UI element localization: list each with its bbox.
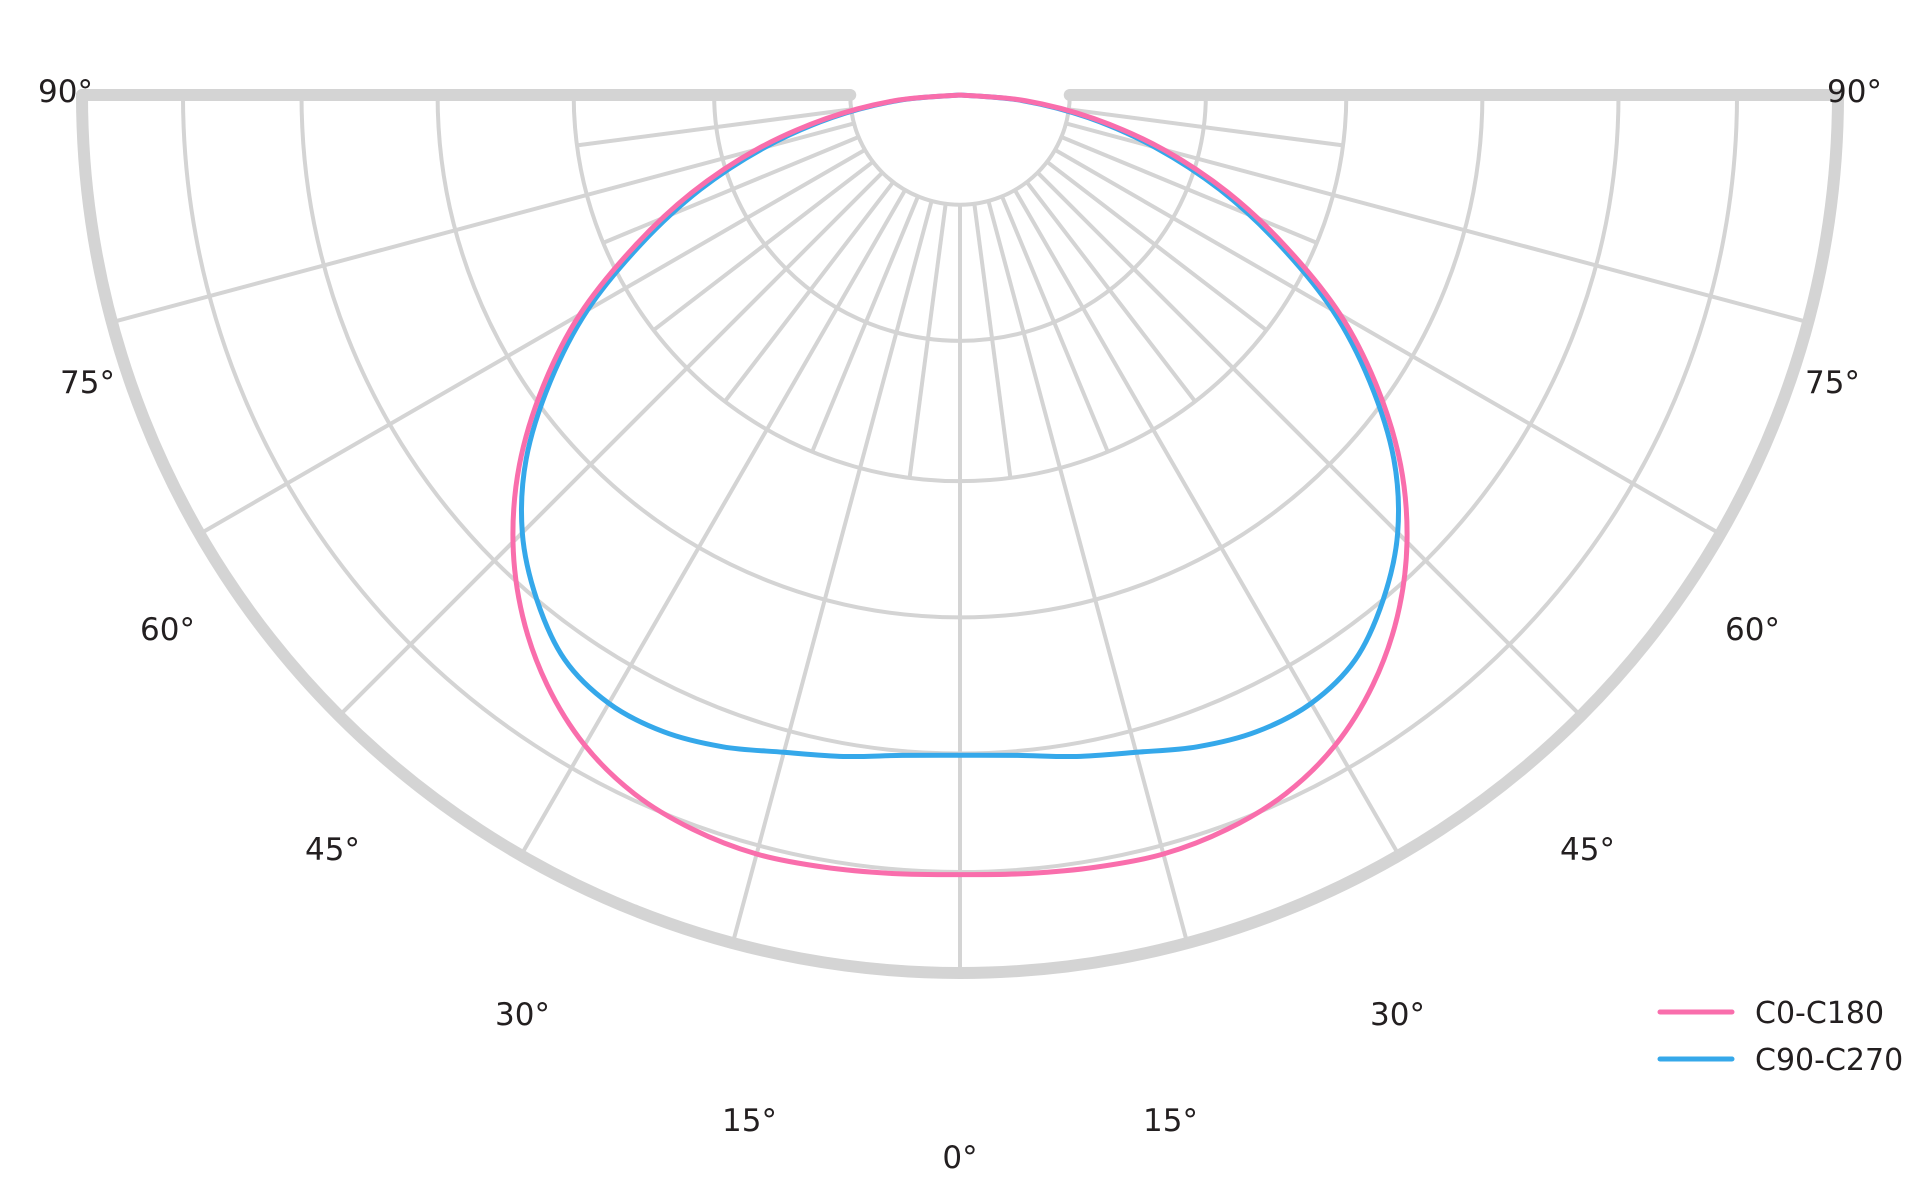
angle-tick-label-left-15: 15° bbox=[722, 1103, 777, 1139]
angle-tick-label-left-60: 60° bbox=[140, 612, 195, 648]
angle-tick-label-left-45: 45° bbox=[305, 832, 360, 868]
polar-spoke--15 bbox=[730, 200, 934, 944]
polar-minor-spoke-67.5 bbox=[1060, 135, 1318, 245]
polar-minor-spoke-37.5 bbox=[1025, 180, 1197, 403]
polar-spoke-15 bbox=[986, 200, 1190, 944]
angle-tick-label-right-75: 75° bbox=[1805, 365, 1860, 401]
polar-minor-spoke--37.5 bbox=[723, 180, 895, 403]
angle-tick-label-center-0: 0° bbox=[942, 1140, 977, 1176]
polar-minor-spoke--67.5 bbox=[602, 135, 860, 245]
polar-minor-spoke-7.5 bbox=[972, 203, 1013, 479]
polar-minor-spoke--52.5 bbox=[652, 160, 875, 332]
legend-label-c90-c270[interactable]: C90-C270 bbox=[1755, 1043, 1903, 1078]
polar-spoke--75 bbox=[111, 121, 855, 325]
polar-grid bbox=[76, 89, 1844, 979]
polar-spoke--45 bbox=[337, 171, 884, 718]
polar-minor-spoke--7.5 bbox=[907, 203, 948, 479]
polar-ring-0 bbox=[848, 93, 1072, 207]
polar-minor-spoke--22.5 bbox=[810, 195, 920, 453]
polar-minor-spoke--82.5 bbox=[576, 107, 852, 148]
legend-label-c0-c180[interactable]: C0-C180 bbox=[1755, 996, 1884, 1031]
polar-minor-spoke-52.5 bbox=[1045, 160, 1268, 332]
series-curve-c90-c270 bbox=[519, 92, 1401, 760]
angle-tick-label-right-60: 60° bbox=[1725, 612, 1780, 648]
angle-tick-labels: 90° 75° 60° 45° 30° 15° 90° 75° 60° 45° 30° 15° 0° bbox=[38, 74, 1882, 1176]
polar-minor-spoke-82.5 bbox=[1068, 107, 1344, 148]
angle-tick-label-left-90: 90° bbox=[38, 74, 93, 110]
angle-tick-label-right-30: 30° bbox=[1370, 997, 1425, 1033]
chart-legend[interactable]: C0-C180 C90-C270 bbox=[1657, 996, 1903, 1078]
polar-spoke--60 bbox=[198, 148, 866, 536]
angle-tick-label-left-75: 75° bbox=[60, 365, 115, 401]
angle-tick-label-right-90: 90° bbox=[1827, 74, 1882, 110]
series-curve-c0-c180 bbox=[510, 92, 1410, 878]
angle-tick-label-right-45: 45° bbox=[1560, 832, 1615, 868]
polar-minor-spoke-22.5 bbox=[1000, 195, 1110, 453]
polar-spoke-75 bbox=[1065, 121, 1809, 325]
polar-spoke-60 bbox=[1054, 148, 1722, 536]
polar-series bbox=[510, 92, 1410, 878]
polar-spoke-45 bbox=[1036, 171, 1583, 718]
angle-tick-label-right-15: 15° bbox=[1143, 1103, 1198, 1139]
angle-tick-label-left-30: 30° bbox=[495, 997, 550, 1033]
